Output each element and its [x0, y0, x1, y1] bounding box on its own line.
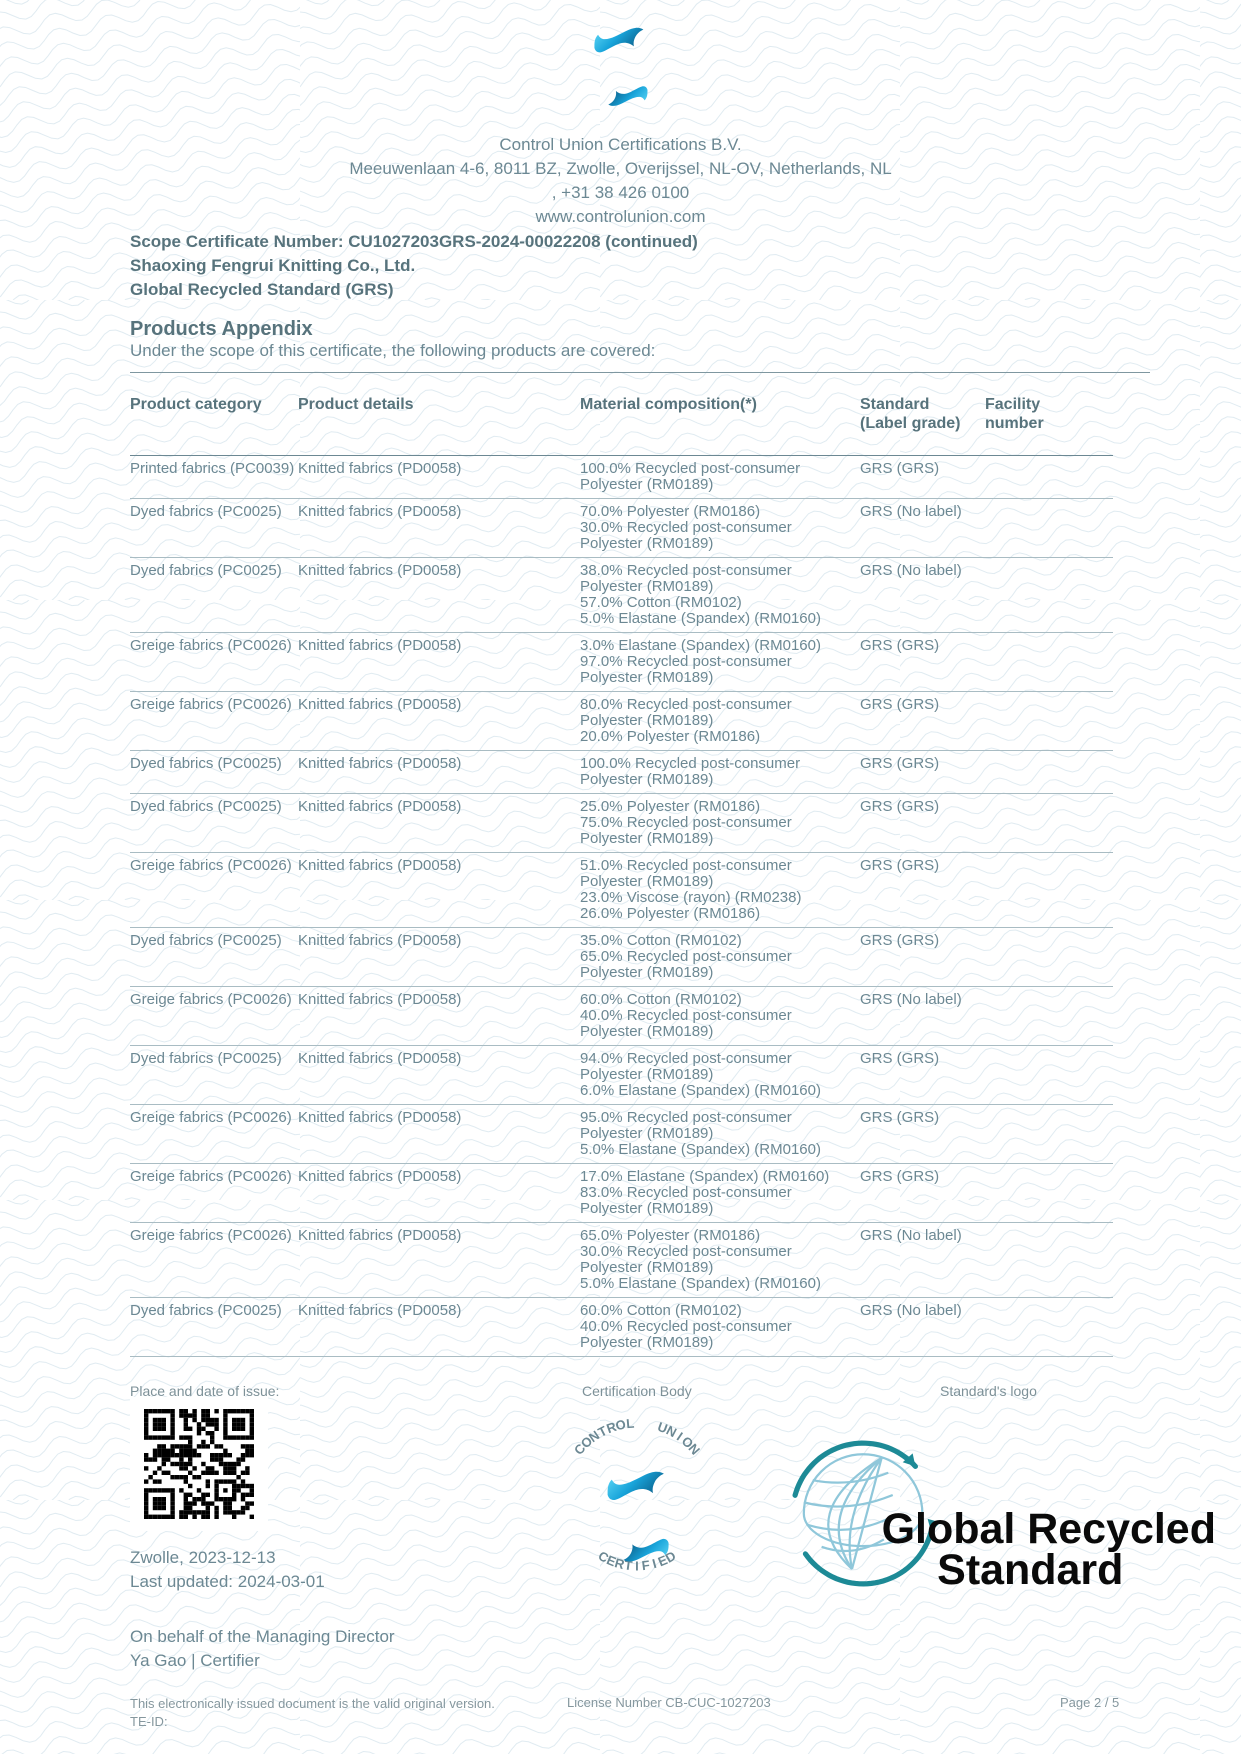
- svg-text:Standard: Standard: [937, 1546, 1123, 1594]
- svg-text:L: L: [626, 1416, 635, 1432]
- svg-text:F: F: [641, 1557, 651, 1573]
- svg-text:I: I: [635, 1558, 639, 1573]
